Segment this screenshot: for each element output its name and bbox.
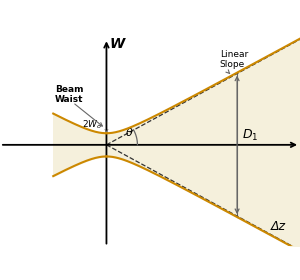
Text: W: W — [110, 38, 124, 52]
Text: θ: θ — [125, 128, 132, 138]
Text: $2W_o$: $2W_o$ — [82, 119, 103, 131]
Text: $D_1$: $D_1$ — [242, 128, 258, 143]
Text: Beam
Waist: Beam Waist — [55, 85, 84, 104]
Text: Δz: Δz — [271, 220, 286, 233]
Text: Linear
Slope: Linear Slope — [220, 50, 248, 69]
